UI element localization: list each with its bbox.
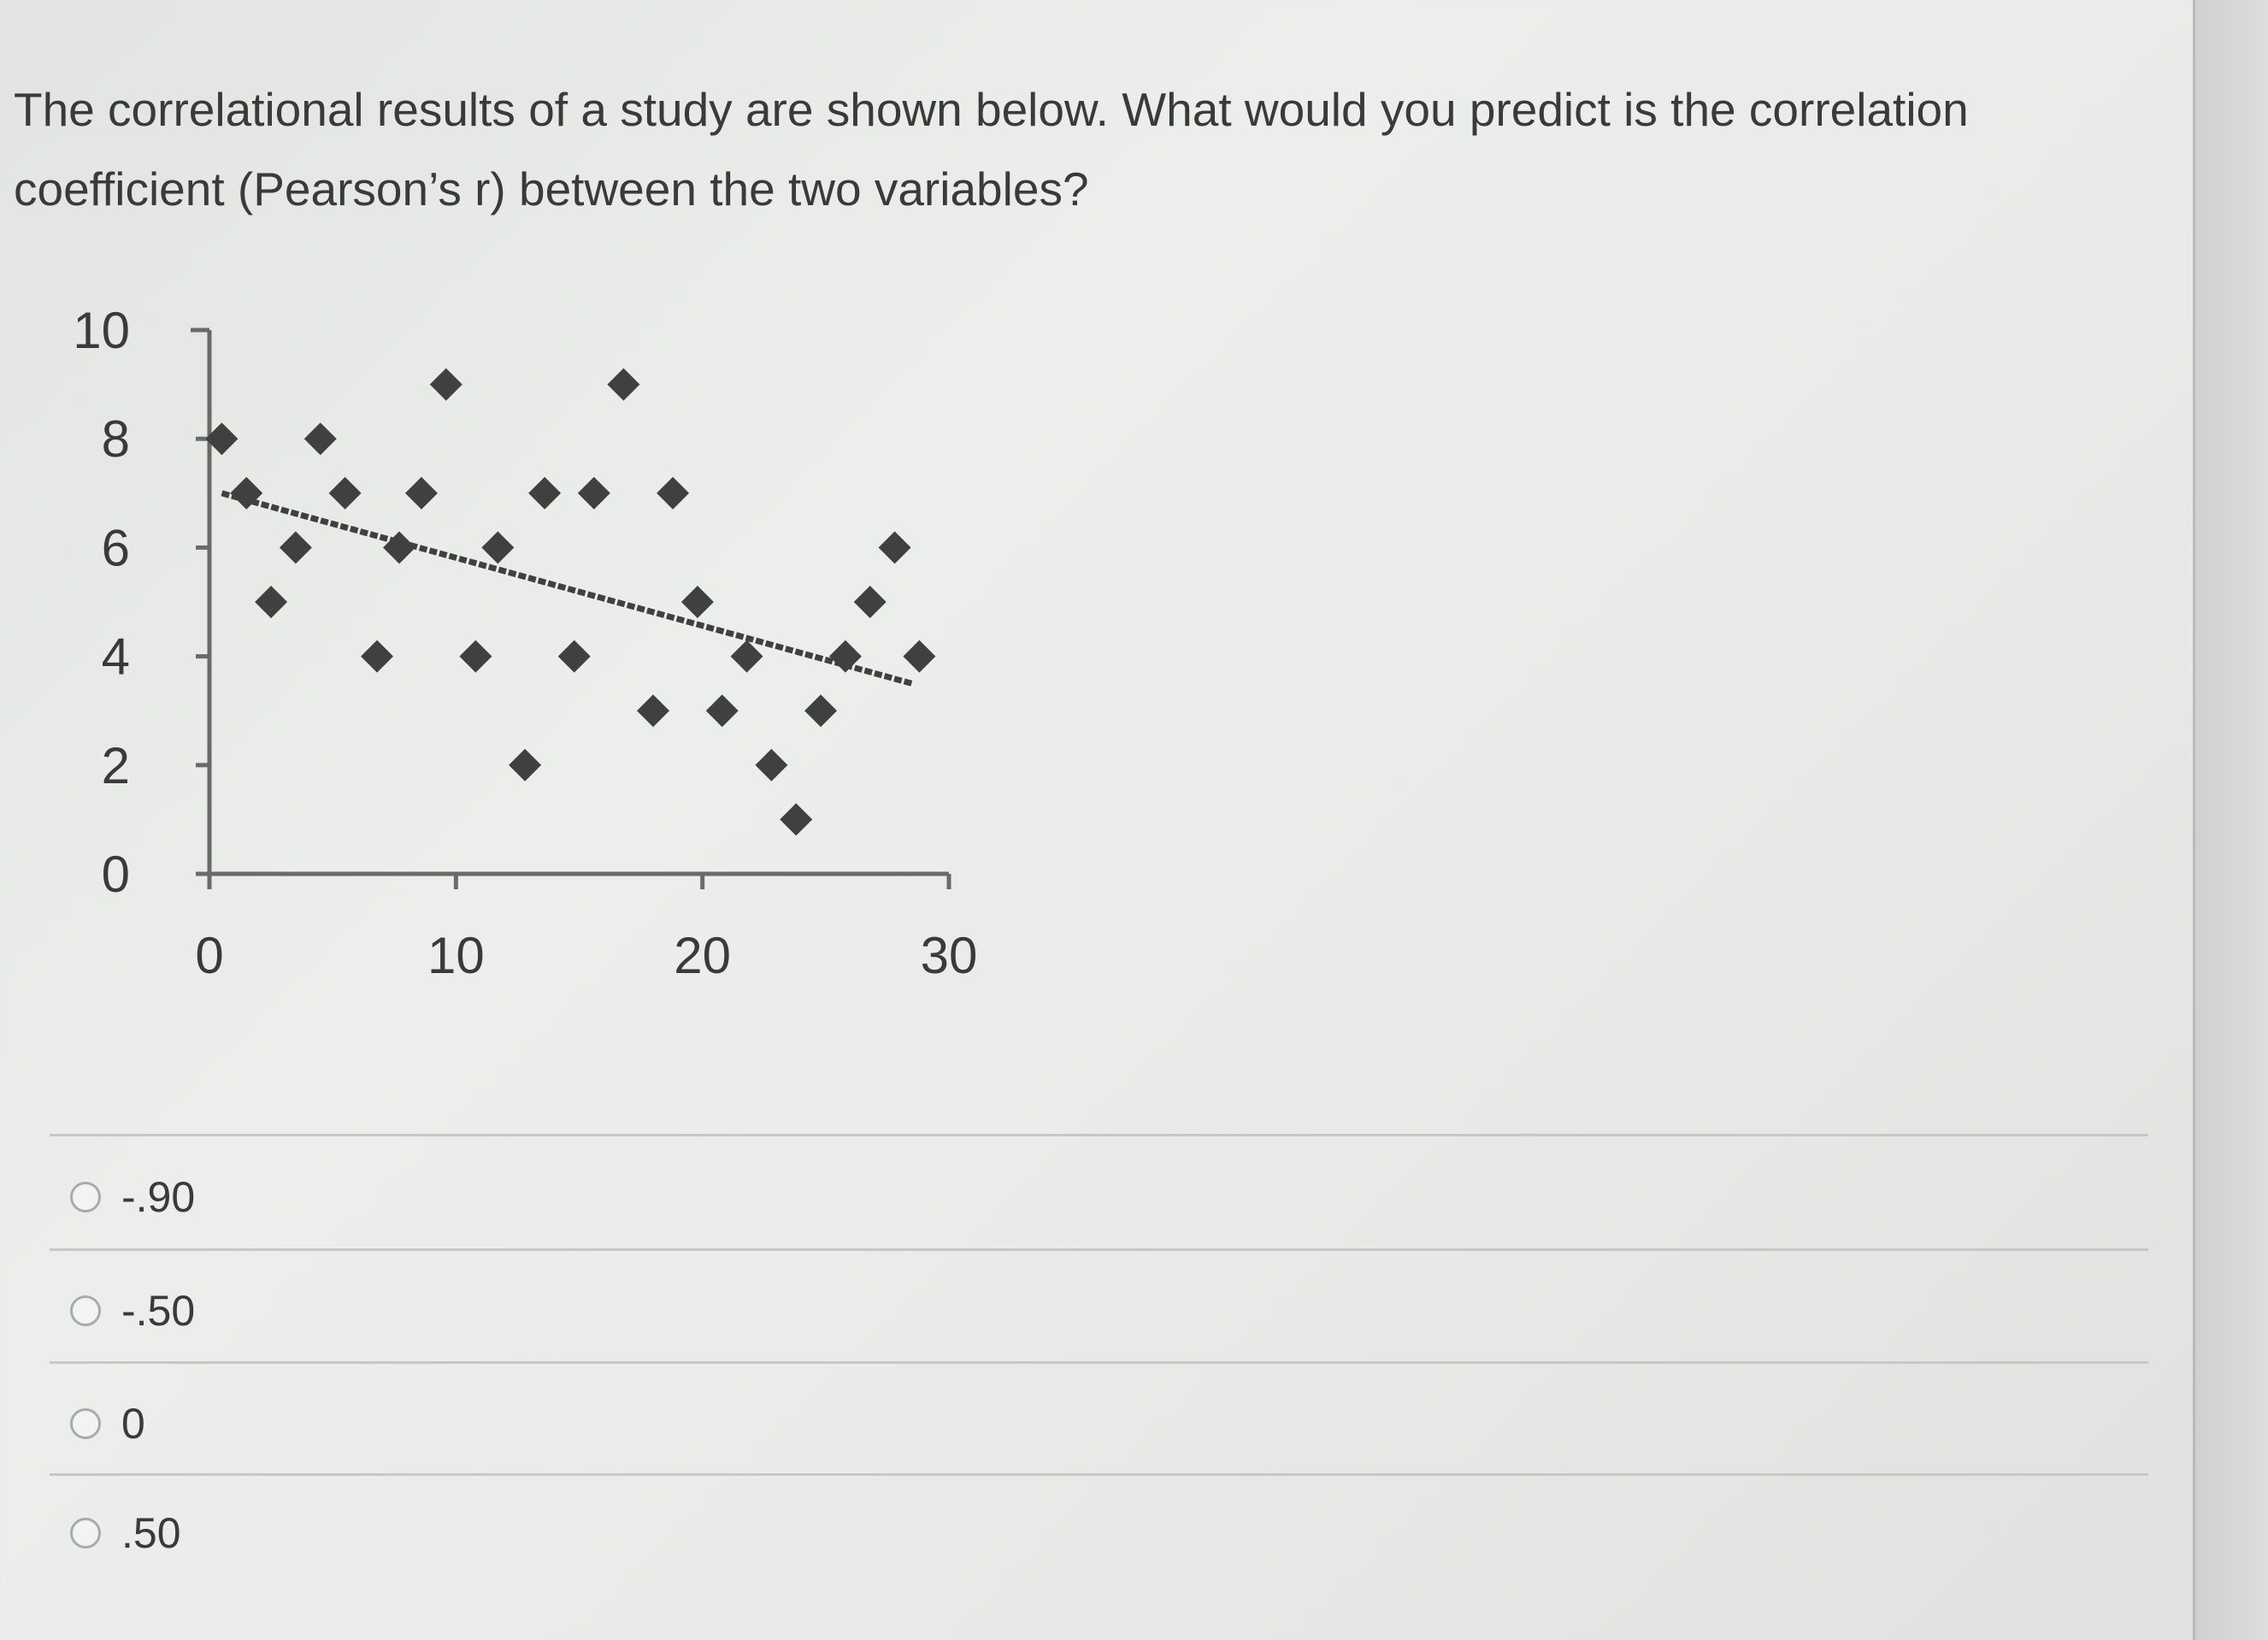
data-point xyxy=(255,586,288,618)
trendline-layer xyxy=(221,490,913,687)
points-layer xyxy=(205,368,936,836)
option-label: -.90 xyxy=(121,1173,196,1221)
radio-button[interactable] xyxy=(70,1182,101,1212)
y-tick-label: 8 xyxy=(102,410,130,468)
data-point xyxy=(481,531,515,564)
data-point xyxy=(279,531,312,564)
data-point xyxy=(557,640,591,673)
data-point xyxy=(804,694,838,728)
question-line-2: coefficient (Pearson’s r) between the tw… xyxy=(14,162,1089,215)
radio-button[interactable] xyxy=(70,1295,101,1326)
data-point xyxy=(230,476,263,510)
y-tick-label: 10 xyxy=(73,302,130,359)
data-point xyxy=(577,476,610,510)
data-point xyxy=(853,586,887,618)
option-label: 0 xyxy=(121,1400,145,1448)
option-label: -.50 xyxy=(121,1287,196,1335)
data-point xyxy=(607,368,640,401)
x-tick-label: 20 xyxy=(674,927,731,984)
y-tick-label: 0 xyxy=(102,846,130,903)
x-tick-label: 10 xyxy=(427,927,485,984)
trendline xyxy=(221,490,913,687)
data-point xyxy=(755,748,788,782)
data-point xyxy=(780,803,813,836)
data-point xyxy=(328,476,362,510)
data-point xyxy=(828,640,862,673)
chart-axes: 0 2 4 6 8 10 0 10 20 30 xyxy=(73,302,977,984)
option-label: .50 xyxy=(121,1509,181,1557)
radio-button[interactable] xyxy=(70,1518,101,1549)
data-point xyxy=(637,694,669,728)
data-point xyxy=(361,640,394,673)
data-point xyxy=(657,476,690,510)
data-point xyxy=(303,422,337,456)
data-point xyxy=(404,476,438,510)
answer-option-3[interactable]: 0 xyxy=(70,1398,145,1449)
data-point xyxy=(205,422,239,456)
answer-option-4[interactable]: .50 xyxy=(70,1507,181,1559)
divider xyxy=(50,1248,2148,1251)
divider xyxy=(50,1134,2148,1136)
divider xyxy=(50,1473,2148,1476)
y-tick-label: 2 xyxy=(102,737,130,794)
y-tick-label: 6 xyxy=(102,519,130,576)
question-line-1: The correlational results of a study are… xyxy=(14,83,1969,136)
question-text: The correlational results of a study are… xyxy=(14,70,2134,229)
radio-button[interactable] xyxy=(70,1408,101,1439)
scatter-chart: 0 2 4 6 8 10 0 10 20 30 xyxy=(73,302,977,984)
data-point xyxy=(383,531,416,564)
window-edge xyxy=(2193,0,2268,1640)
divider xyxy=(50,1361,2148,1364)
x-tick-label: 0 xyxy=(195,927,223,984)
x-tick-label: 30 xyxy=(921,927,978,984)
data-point xyxy=(459,640,492,673)
data-point xyxy=(878,531,911,564)
data-point xyxy=(680,586,714,618)
y-tick-label: 4 xyxy=(102,628,130,686)
data-point xyxy=(528,476,562,510)
answer-option-2[interactable]: -.50 xyxy=(70,1285,195,1336)
data-point xyxy=(705,694,739,728)
data-point xyxy=(903,640,936,673)
data-point xyxy=(429,368,462,401)
data-point xyxy=(509,748,542,782)
data-point xyxy=(730,640,763,673)
answer-option-1[interactable]: -.90 xyxy=(70,1171,195,1223)
